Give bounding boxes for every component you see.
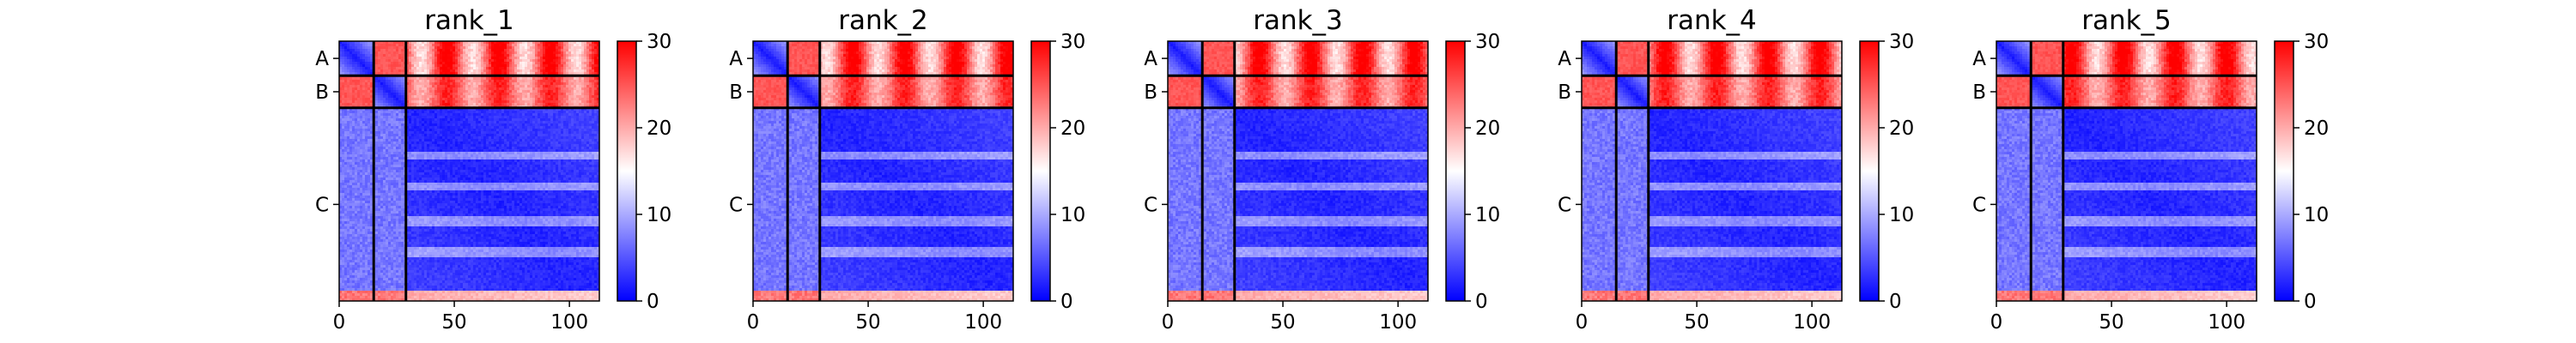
x-tick-label: 50	[441, 311, 466, 334]
heatmap-panel-4: rank_4 AB C 0 50 100 0 10 20 30	[1558, 5, 1914, 334]
panel-title: rank_5	[2081, 5, 2172, 36]
heatmap-cells	[1996, 41, 2257, 302]
chain-label-A: A	[315, 48, 329, 70]
x-tick-label: 50	[1270, 311, 1295, 334]
heatmap-cells	[339, 41, 600, 302]
x-tick-label: 0	[333, 311, 346, 334]
x-tick-label: 0	[1990, 311, 2003, 334]
colorbar-tick-label: 30	[1889, 31, 1914, 53]
colorbar-tick-label: 30	[2304, 31, 2329, 53]
chain-label-C: C	[729, 194, 743, 216]
colorbar-tick-label: 30	[1060, 31, 1085, 53]
chain-label-B: B	[1144, 81, 1157, 104]
x-tick-label: 0	[747, 311, 760, 334]
x-tick-label: 100	[1793, 311, 1831, 334]
chain-label-C: C	[1558, 194, 1571, 216]
chain-label-C: C	[315, 194, 329, 216]
colorbar	[617, 41, 636, 301]
colorbar-tick-label: 20	[1889, 117, 1914, 140]
x-tick-label: 0	[1576, 311, 1589, 334]
colorbar-tick-label: 30	[647, 31, 671, 53]
panel-title: rank_3	[1253, 5, 1343, 36]
chain-label-B: B	[1558, 81, 1571, 104]
colorbar-tick-label: 30	[1475, 31, 1500, 53]
colorbar-tick-label: 10	[1060, 204, 1085, 226]
colorbar-tick-label: 0	[2304, 291, 2317, 313]
panel-title: rank_4	[1667, 5, 1757, 36]
colorbar-tick-label: 0	[1475, 291, 1488, 313]
colorbar-tick-label: 20	[1060, 117, 1085, 140]
colorbar-tick-label: 10	[647, 204, 671, 226]
x-tick-label: 100	[550, 311, 588, 334]
chain-label-A: A	[1972, 48, 1986, 70]
heatmap-panel-5: rank_5 AB C 0 50 100 0 10 20 30	[1972, 5, 2329, 334]
heatmap-panel-2: rank_2 AB C 0 50 100 0 10 20 30	[729, 5, 1085, 334]
x-tick-label: 100	[1379, 311, 1417, 334]
colorbar-tick-label: 10	[1475, 204, 1500, 226]
chain-label-B: B	[315, 81, 329, 104]
chain-label-B: B	[1972, 81, 1986, 104]
colorbar-tick-label: 20	[647, 117, 671, 140]
panel-title: rank_1	[424, 5, 514, 36]
x-tick-label: 50	[855, 311, 880, 334]
colorbar	[2275, 41, 2293, 301]
heatmap-cells	[1168, 41, 1429, 302]
heatmap-cells	[753, 41, 1014, 302]
heatmap-panel-1: rank_1 AB C 0 50 100 0 10 20 30	[315, 5, 671, 334]
colorbar	[1446, 41, 1465, 301]
heatmap-cells	[1582, 41, 1843, 302]
colorbar-tick-label: 20	[1475, 117, 1500, 140]
colorbar-tick-label: 20	[2304, 117, 2329, 140]
heatmap-panel-3: rank_3 AB C 0 50 100 0 10 20 30	[1144, 5, 1500, 334]
x-tick-label: 50	[2099, 311, 2123, 334]
chain-label-A: A	[1144, 48, 1157, 70]
colorbar-tick-label: 0	[1060, 291, 1073, 313]
chain-label-A: A	[1558, 48, 1571, 70]
x-tick-label: 100	[2208, 311, 2245, 334]
chain-label-B: B	[729, 81, 743, 104]
colorbar-tick-label: 10	[2304, 204, 2329, 226]
panel-title: rank_2	[838, 5, 928, 36]
colorbar-tick-label: 0	[647, 291, 659, 313]
chain-label-A: A	[729, 48, 743, 70]
colorbar	[1031, 41, 1050, 301]
colorbar-tick-label: 10	[1889, 204, 1914, 226]
x-tick-label: 0	[1162, 311, 1175, 334]
colorbar-tick-label: 0	[1889, 291, 1902, 313]
colorbar	[1860, 41, 1879, 301]
x-tick-label: 100	[964, 311, 1002, 334]
chain-label-C: C	[1972, 194, 1986, 216]
x-tick-label: 50	[1684, 311, 1709, 334]
chain-label-C: C	[1144, 194, 1157, 216]
